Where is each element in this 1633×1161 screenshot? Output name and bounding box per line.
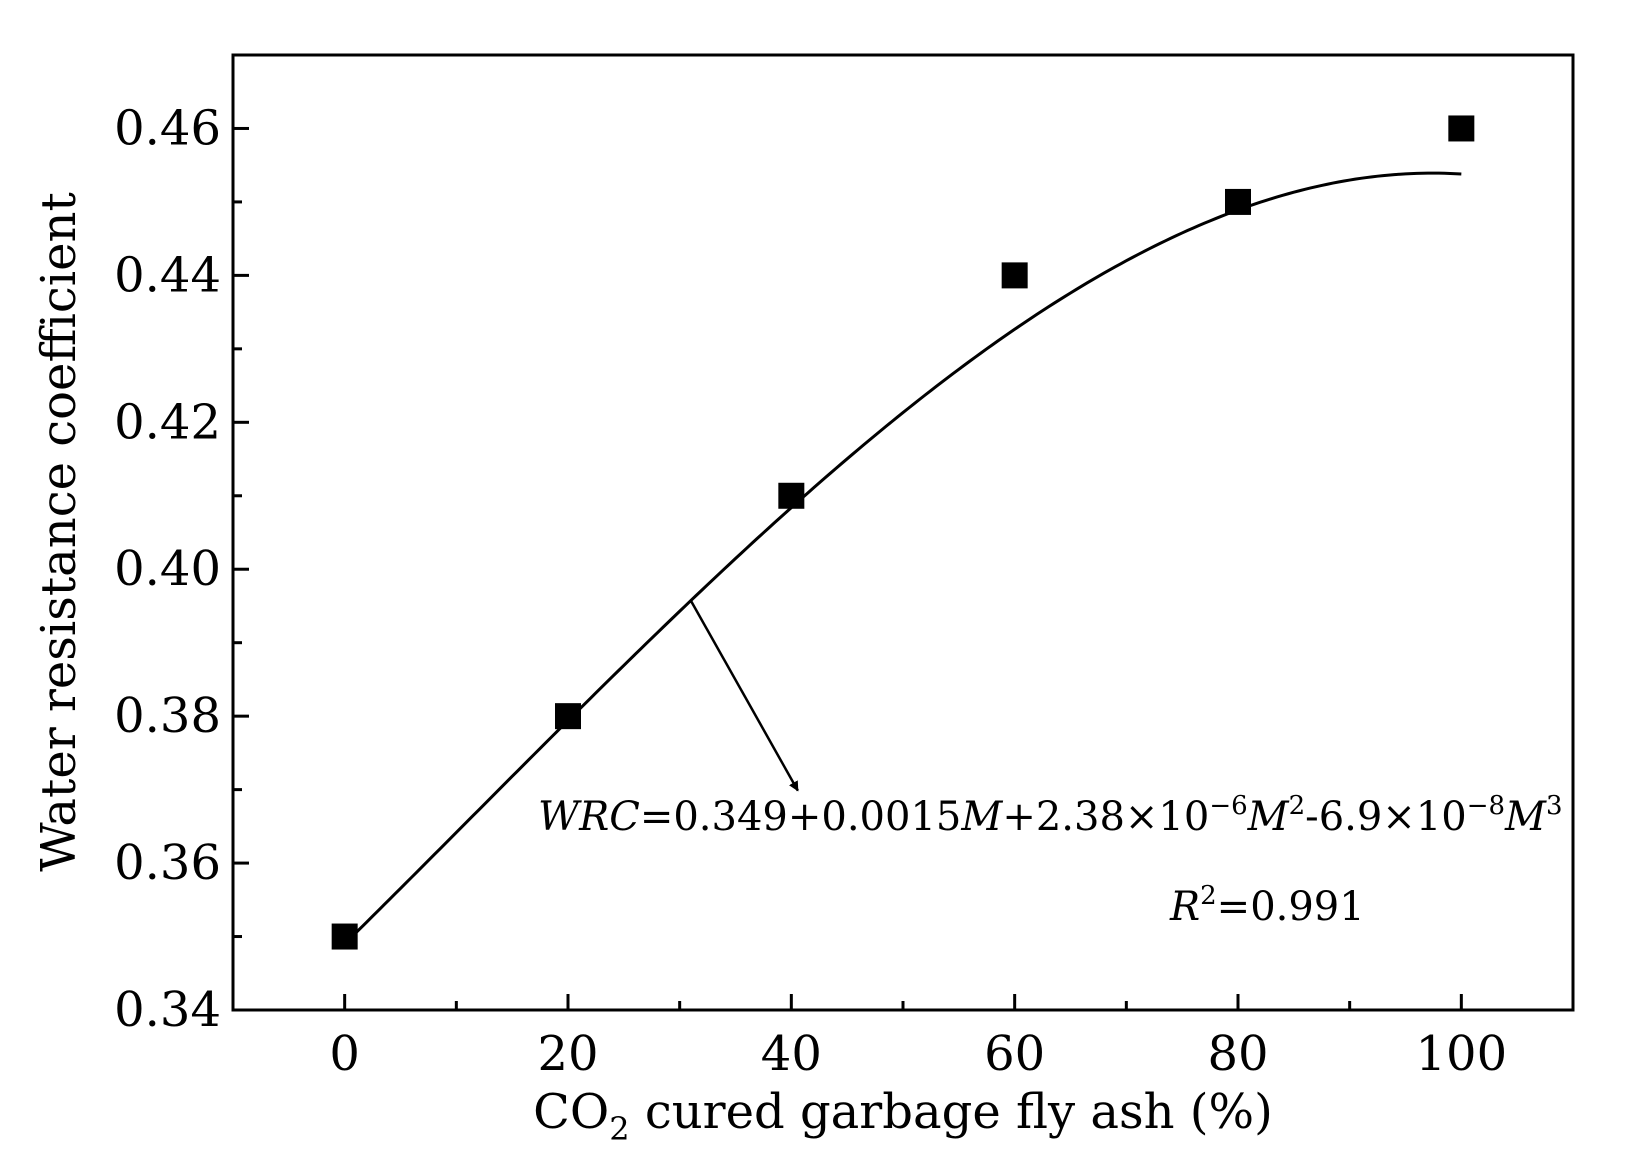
data-points — [331, 115, 1475, 950]
y-tick-label: 0.44 — [114, 247, 221, 303]
x-tick-label: 80 — [1207, 1026, 1268, 1082]
data-point — [1448, 115, 1475, 142]
data-point — [1225, 188, 1251, 215]
y-tick-label: 0.34 — [114, 982, 221, 1038]
y-tick-label: 0.46 — [114, 100, 221, 156]
data-point — [331, 923, 358, 950]
data-point — [555, 703, 581, 730]
data-point — [778, 482, 805, 509]
y-tick-labels: 0.34 0.36 0.38 0.40 0.42 0.44 0.46 — [114, 100, 221, 1038]
x-tick-labels: 0 20 40 60 80 100 — [329, 1026, 1507, 1082]
annotation-arrow — [689, 599, 799, 792]
x-tick-label: 100 — [1416, 1026, 1508, 1082]
data-point — [1001, 262, 1028, 289]
y-tick-label: 0.36 — [114, 835, 221, 891]
x-axis-title: CO2 cured garbage fly ash (%) — [533, 1084, 1273, 1148]
y-axis-title: Water resistance coefficient — [31, 192, 87, 872]
y-tick-label: 0.38 — [114, 688, 221, 744]
fit-curve — [343, 171, 1462, 945]
plot-frame — [231, 53, 1575, 1012]
x-tick-label: 60 — [984, 1026, 1045, 1082]
r-squared-annotation: R2=0.991 — [1169, 881, 1365, 930]
x-tick-label: 40 — [761, 1026, 822, 1082]
y-tick-label: 0.42 — [114, 394, 221, 450]
equation-annotation: WRC=0.349+0.0015M+2.38×10−6M2-6.9×10−8M3 — [538, 791, 1563, 840]
x-tick-label: 0 — [329, 1026, 360, 1082]
y-tick-label: 0.40 — [114, 541, 221, 597]
axis-ticks — [233, 126, 1463, 1012]
x-tick-label: 20 — [537, 1026, 598, 1082]
